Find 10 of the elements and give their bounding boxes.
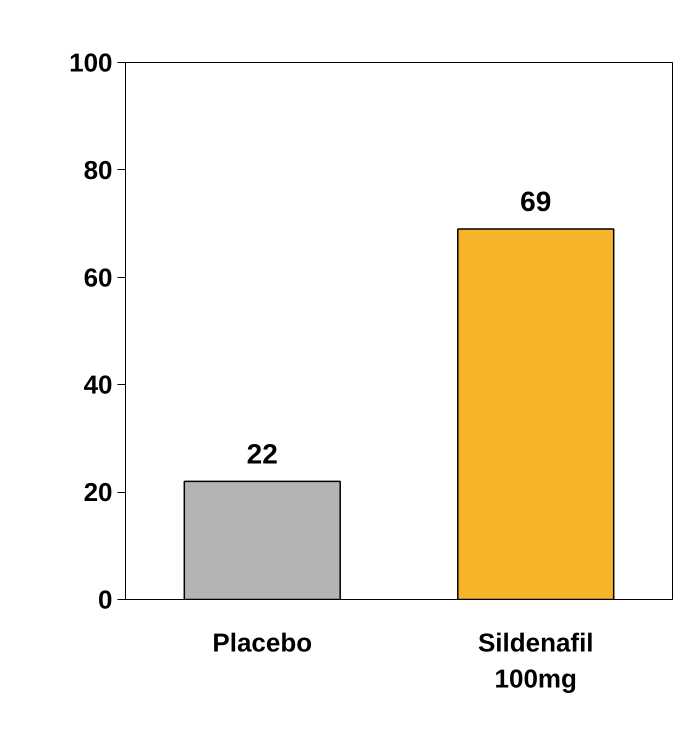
- y-tick-label: 100: [69, 48, 113, 78]
- data-label: 22: [246, 438, 278, 470]
- x-tick-label: Placebo: [212, 628, 312, 658]
- y-tick-label: 60: [84, 262, 112, 292]
- y-tick-label: 0: [98, 584, 113, 614]
- data-label: 69: [520, 186, 552, 217]
- x-tick-label: Sildenafil 100mg: [478, 628, 594, 694]
- y-tick-label: 20: [84, 477, 112, 508]
- y-tick-label: 40: [84, 370, 112, 400]
- y-tick-label: 80: [84, 154, 112, 185]
